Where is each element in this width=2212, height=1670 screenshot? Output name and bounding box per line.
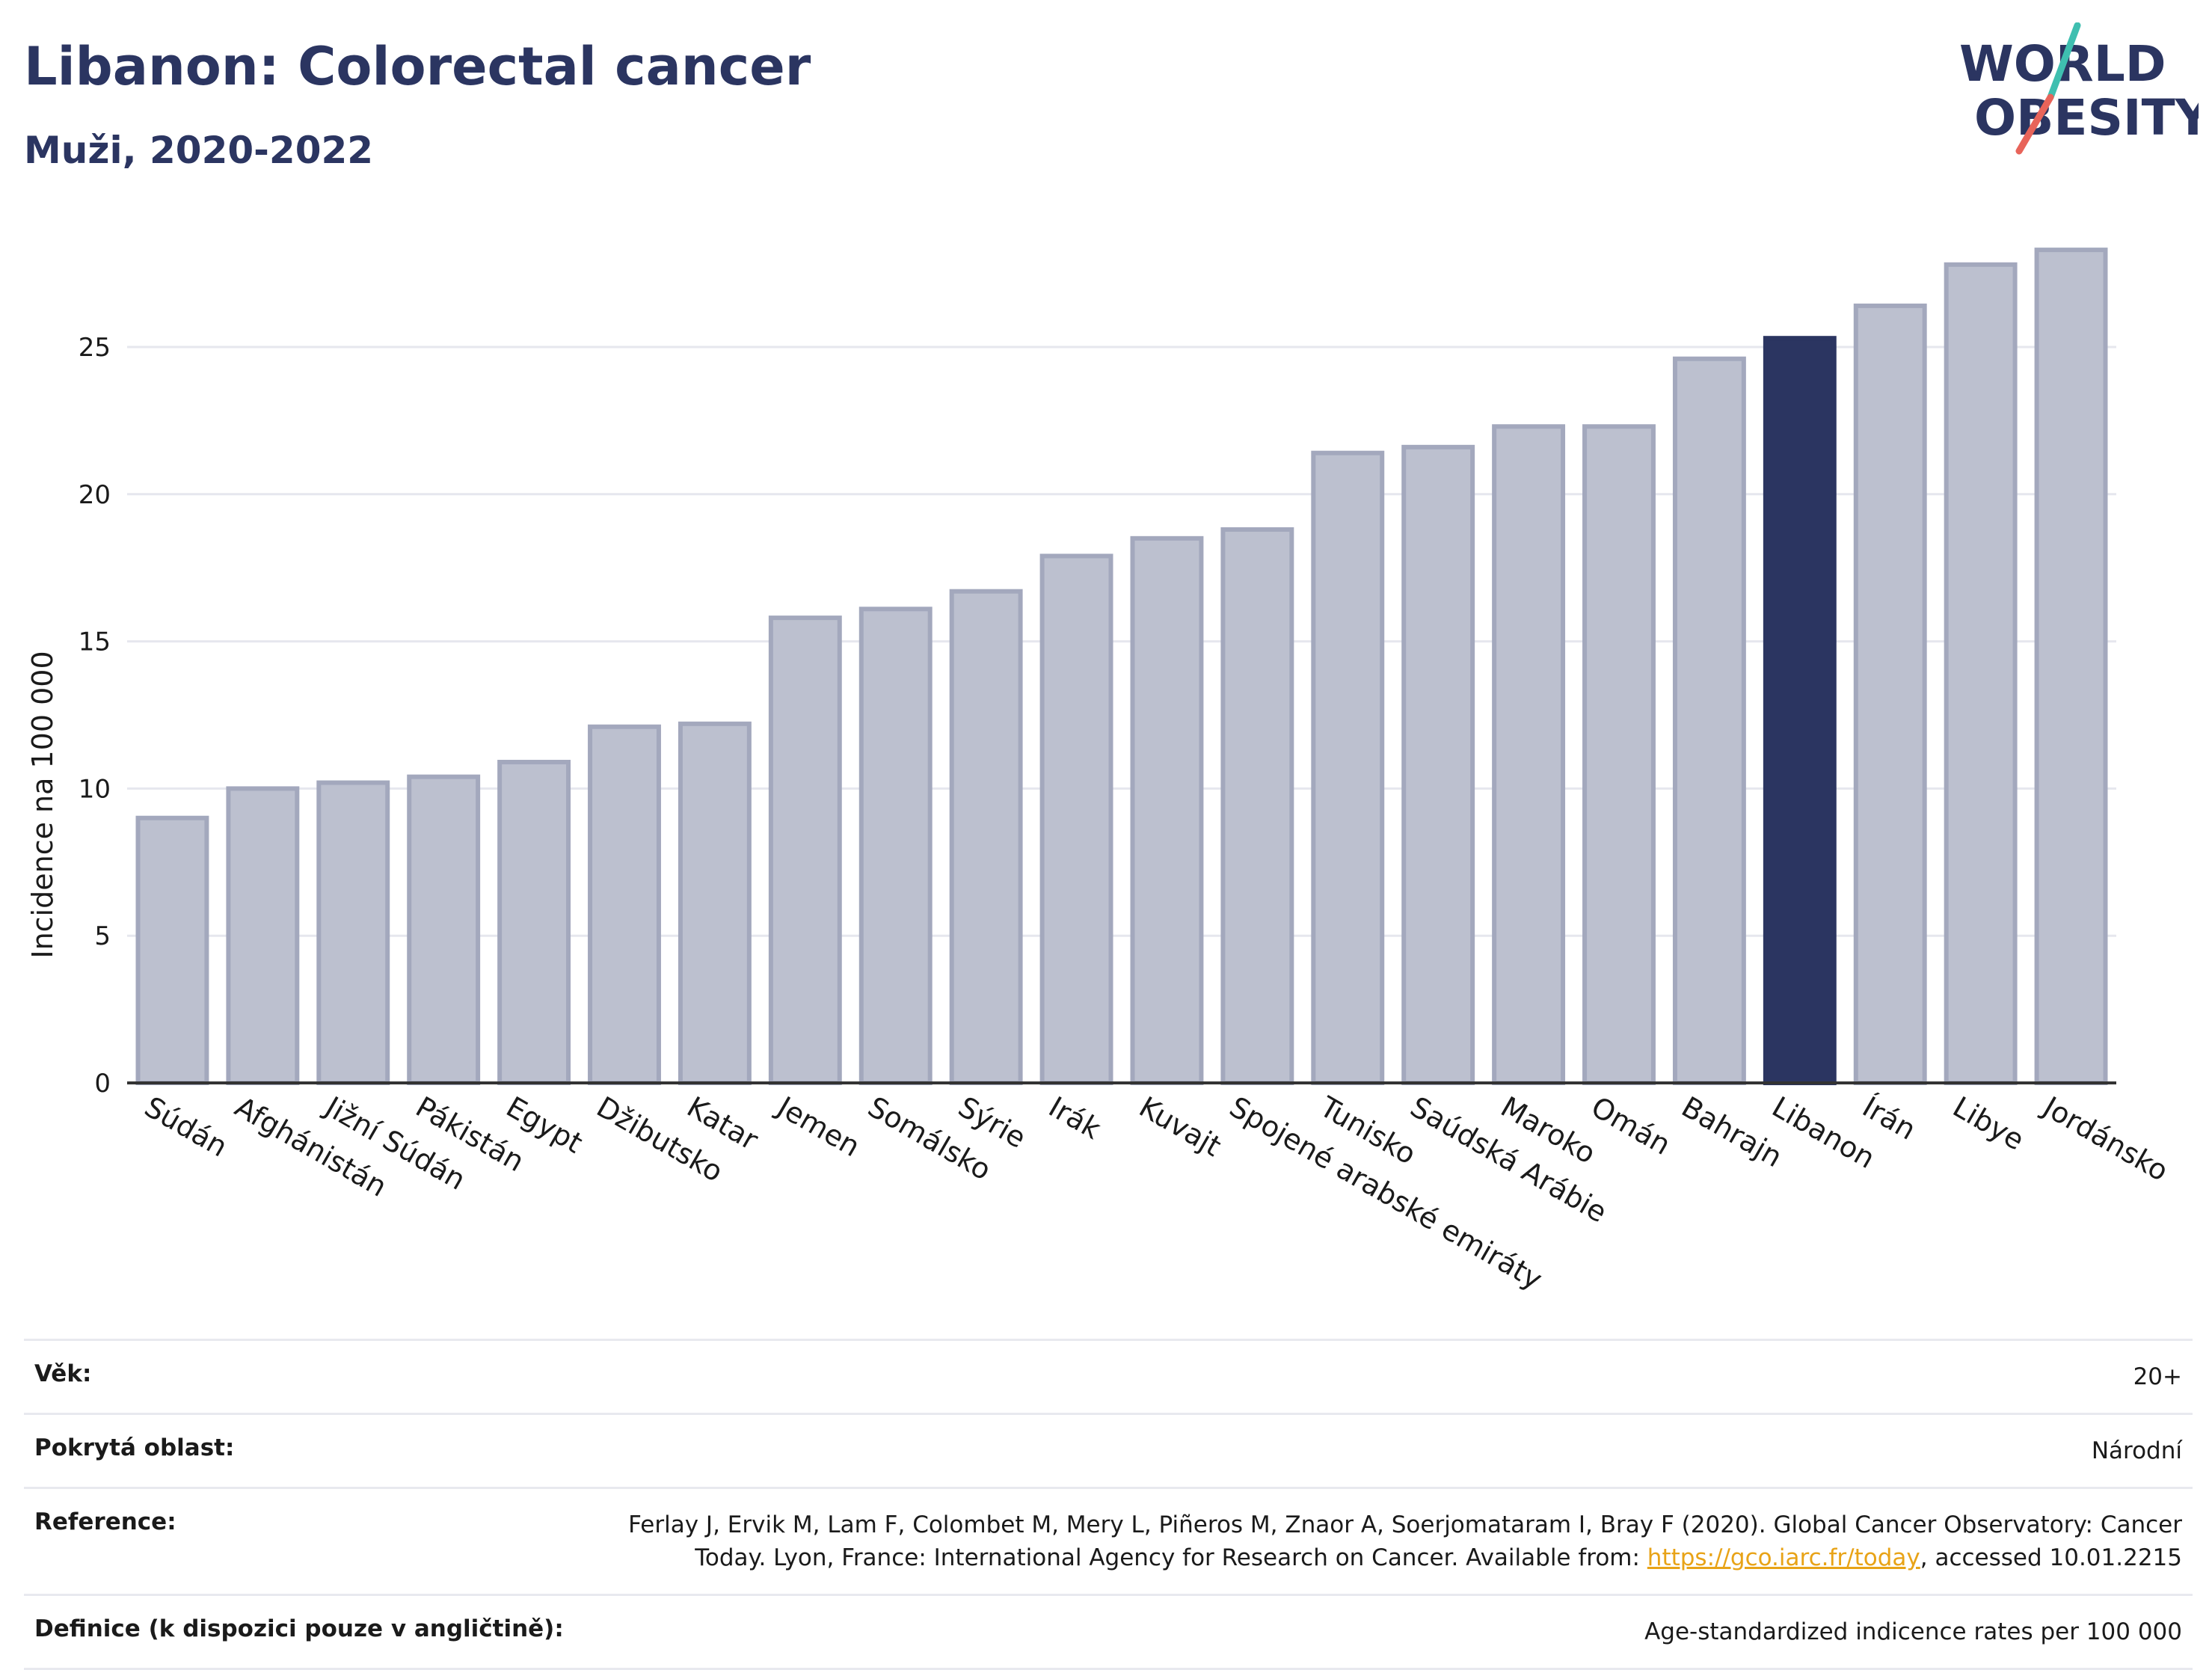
y-tick-label: 20 [79,480,111,510]
info-row-coverage: Pokrytá oblast: Národní [24,1413,2193,1487]
bar [497,759,571,1085]
definition-value: Age-standardized indicence rates per 100… [1644,1618,2182,1645]
reference-link[interactable]: https://gco.iarc.fr/today [1647,1544,1920,1571]
x-tick-label: Jemen [771,1090,866,1164]
world-obesity-logo: WORLD OBESITY [1959,22,2199,155]
bar [1582,424,1656,1085]
info-table: Věk: 20+ Pokrytá oblast: Národní Referen… [24,1339,2193,1670]
y-tick-label: 5 [94,921,111,951]
y-tick-label: 10 [79,774,111,804]
x-tick-label: Súdán [139,1090,233,1164]
bar [407,774,481,1085]
chart-subtitle: Muži, 2020-2022 [24,129,374,172]
bar [316,780,390,1085]
reference-text-2: Today. Lyon, France: International Agenc… [695,1544,1647,1571]
bar [1853,303,1927,1085]
info-row-reference: Reference: Ferlay J, Ervik M, Lam F, Col… [24,1487,2193,1594]
bar [1130,535,1204,1085]
info-row-definition: Definice (k dispozici pouze v angličtině… [24,1594,2193,1670]
y-tick-label: 25 [79,333,111,363]
bar [1763,336,1837,1085]
bar [588,724,661,1086]
bar [1311,450,1385,1085]
chart-title: Libanon: Colorectal cancer [24,36,811,97]
x-tick-label: Spojené arabské emiráty [1224,1090,1548,1296]
x-tick-label: Kuvajt [1134,1090,1226,1163]
bar [1401,444,1475,1085]
logo-teal-slash [2047,22,2081,101]
coverage-label: Pokrytá oblast: [34,1434,235,1461]
definition-label: Definice (k dispozici pouze v angličtině… [34,1615,564,1642]
age-value: 20+ [2133,1363,2182,1390]
x-tick-label: Libanon [1766,1090,1880,1175]
bar [1220,527,1294,1085]
bar [858,607,933,1085]
bar-chart: 0 5 10 15 20 25 Incidence na 100 000 SúdánAfghá… [26,248,2174,1296]
reference-value: Ferlay J, Ervik M, Lam F, Colombet M, Me… [628,1508,2182,1574]
x-tick-label: Afghánistán [230,1090,393,1203]
bar [1039,553,1113,1085]
bar [226,786,300,1086]
logo-red-slash [2015,93,2054,155]
age-label: Věk: [34,1360,92,1387]
bar [768,615,842,1085]
bar [1672,356,1746,1085]
reference-text-3: , accessed 10.01.2215 [1920,1544,2182,1571]
reference-text-1: Ferlay J, Ervik M, Lam F, Colombet M, Me… [628,1511,2182,1538]
x-tick-label: Bahrajn [1676,1090,1787,1174]
x-tick-label: Omán [1586,1090,1677,1161]
bar [1944,262,2018,1085]
x-tick-label: Jordánsko [2036,1090,2174,1188]
y-tick-label: 15 [79,627,111,657]
logo-text-obesity: OBESITY [1974,89,2199,147]
y-tick-label: 0 [94,1069,111,1099]
info-row-age: Věk: 20+ [24,1339,2193,1413]
coverage-value: Národní [2091,1437,2182,1464]
reference-label: Reference: [34,1508,176,1535]
y-axis-title: Incidence na 100 000 [26,651,59,958]
bar [135,815,209,1085]
bar [1492,424,1566,1085]
bar [2034,248,2108,1085]
x-tick-label: Libye [1947,1090,2030,1157]
bar [949,589,1023,1085]
bar [678,721,752,1085]
x-tick-label: Irák [1043,1090,1106,1146]
